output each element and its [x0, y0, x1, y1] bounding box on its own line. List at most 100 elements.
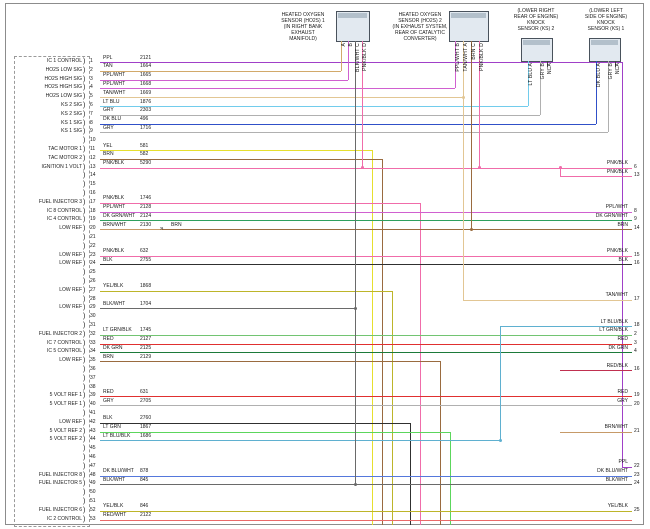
wire-line	[100, 211, 632, 213]
right-ref-number: 24	[634, 480, 640, 487]
pin-bracket: )	[83, 128, 86, 136]
pin-number: 32	[90, 330, 96, 337]
circuit-number: 2130	[140, 221, 152, 228]
right-ref-number: 9	[634, 216, 637, 223]
pin-number: 12	[90, 154, 96, 161]
pin-bracket: )	[83, 102, 86, 109]
wire-line	[362, 41, 363, 168]
pin-number: 18	[90, 207, 96, 214]
connector-title: HEATED OXYGEN SENSOR (HO2S) 2 (IN EXHAUST …	[390, 12, 450, 42]
pin-bracket: )	[83, 216, 86, 224]
wire-line	[392, 290, 393, 525]
circuit-number: 581	[140, 142, 149, 149]
circuit-number: 2129	[140, 353, 152, 360]
wire-color-label: GRY	[103, 107, 114, 114]
wire-color-label: TAN/WHT	[103, 89, 126, 96]
pin-number: 31	[90, 322, 96, 328]
circuit-number: 1868	[140, 283, 152, 290]
pin-label: HO2S LOW SIG	[45, 93, 82, 100]
wire-line	[341, 41, 342, 71]
pin-bracket: )	[83, 251, 86, 259]
junction-dot	[469, 227, 473, 231]
connector-title-line: (IN EXHAUST SYSTEM,	[392, 24, 448, 30]
pin-number: 42	[90, 418, 96, 425]
pin-bracket: )	[83, 295, 86, 303]
pin-vertical-label: PPL/WHT B	[455, 43, 461, 72]
wire-line	[100, 290, 392, 292]
wire-color-label: DK GRN	[608, 344, 628, 351]
wire-line	[100, 361, 440, 363]
right-ref-number: 16	[634, 260, 640, 267]
pin-number: 41	[90, 410, 96, 416]
wire-line	[100, 229, 162, 231]
pin-number: 10	[90, 137, 96, 144]
pin-number: 15	[90, 181, 96, 188]
pin-number: 33	[90, 339, 96, 346]
wire-color-label: GRY	[103, 397, 114, 404]
page-border	[5, 3, 644, 525]
pin-label: HO2S HIGH SIG	[44, 84, 82, 91]
wire-color-label: PPL	[618, 459, 628, 466]
pin-bracket: )	[83, 234, 86, 241]
wire-line	[100, 405, 632, 407]
pin-label: 5 VOLT REF 2	[49, 427, 82, 434]
pin-label: IC 7 CONTROL	[46, 339, 82, 346]
right-ref-number: 15	[634, 251, 640, 258]
wire-color-label: LT GRN	[103, 424, 121, 431]
wire-line	[100, 97, 463, 99]
right-ref-number: 19	[634, 392, 640, 399]
wire-line	[560, 431, 632, 433]
junction-dot	[353, 482, 357, 486]
wire-line	[608, 61, 609, 133]
pin-number: 14	[90, 172, 96, 179]
pin-vertical-label: A	[341, 43, 347, 47]
wire-line	[463, 41, 464, 98]
wire-line	[560, 370, 632, 371]
wire-line	[100, 343, 632, 345]
pin-bracket: )	[83, 84, 86, 92]
pin-label: KS 2 SIG	[61, 102, 82, 108]
connector-title-line: (IN RIGHT BANK	[283, 24, 323, 30]
pin-number: 11	[90, 146, 96, 152]
wire-color-label: BLK	[103, 415, 113, 422]
pin-label: LOW REF	[59, 357, 82, 364]
wire-color-label: PPL	[103, 54, 113, 61]
pin-label: HO2S HIGH SIG	[44, 75, 82, 82]
pin-bracket: )	[83, 93, 86, 101]
pin-bracket: )	[83, 260, 86, 268]
wire-line	[463, 97, 464, 300]
wire-color-label: PPL/WHT	[605, 204, 628, 211]
pin-bracket: )	[83, 163, 86, 171]
pin-bracket: )	[83, 154, 86, 162]
wire-color-label: GRY	[617, 397, 628, 404]
pin-label: KS 1 SIG	[61, 128, 82, 135]
wire-color-label: PNK/BLK	[103, 160, 125, 167]
circuit-number: 5290	[140, 160, 152, 167]
circuit-number: 1745	[140, 327, 152, 334]
junction-dot	[461, 95, 465, 99]
connector-title: (LOWER LEFT SIDE OF ENGINE) KNOCK SENSOR (K…	[580, 8, 632, 32]
pin-number: 20	[90, 225, 96, 232]
wire-line	[100, 519, 632, 521]
wire-color-label: DK GRN/WHT	[103, 212, 136, 219]
wire-color-label: BLK/WHT	[103, 300, 126, 307]
wire-line	[100, 79, 348, 81]
pin-label: KS 1 SIG	[61, 119, 82, 126]
pin-number: 5	[90, 93, 93, 100]
pin-number: 30	[90, 313, 96, 320]
pin-number: 29	[90, 304, 96, 311]
pin-bracket: )	[83, 58, 86, 65]
wire-color-label: RED/WHT	[103, 512, 127, 519]
pin-number: 35	[90, 357, 96, 364]
connector-title-line: SENSOR (HO2S) 2	[398, 18, 442, 24]
wire-line	[463, 299, 632, 301]
wire-color-label: GRY	[103, 124, 114, 131]
circuit-number: 2705	[140, 397, 152, 404]
wire-color-label: DK GRN	[103, 344, 123, 351]
junction-dot	[477, 166, 481, 170]
circuit-number: 2760	[140, 415, 152, 422]
wire-line	[372, 150, 373, 525]
pin-bracket: )	[83, 146, 86, 153]
circuit-number: 878	[140, 468, 149, 475]
circuit-number: 1664	[140, 63, 152, 70]
